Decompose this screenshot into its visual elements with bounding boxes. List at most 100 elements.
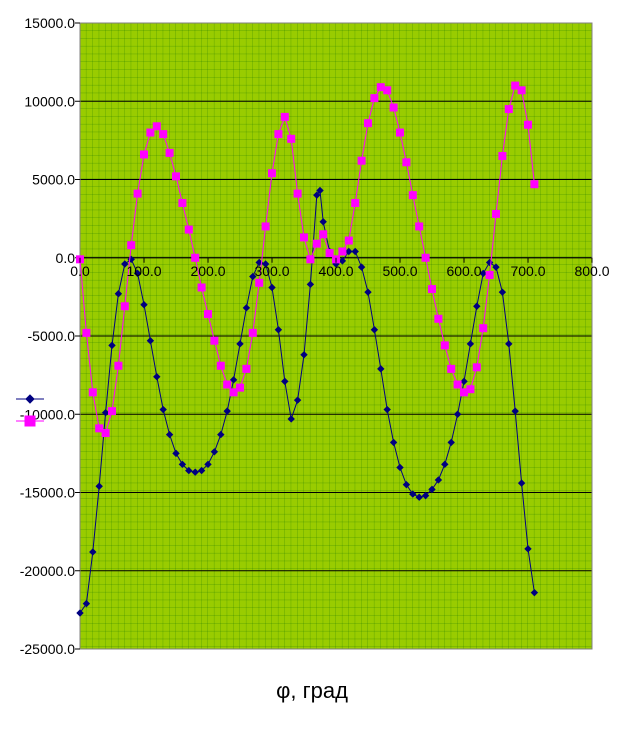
data-point <box>236 340 244 348</box>
x-tick-label: 200.0 <box>190 263 225 279</box>
data-point <box>236 383 244 392</box>
data-point <box>466 385 475 394</box>
data-point <box>82 328 91 337</box>
data-point <box>268 283 276 292</box>
data-point <box>325 249 334 258</box>
data-point <box>249 272 257 281</box>
data-point <box>184 225 193 234</box>
data-point <box>428 485 436 494</box>
data-point <box>492 263 500 271</box>
data-point <box>114 361 123 370</box>
data-point <box>281 377 289 386</box>
data-point <box>396 128 404 137</box>
data-point <box>216 361 225 370</box>
data-point <box>261 260 270 268</box>
data-point <box>223 380 232 389</box>
data-point <box>370 326 379 334</box>
data-point <box>223 407 231 415</box>
data-point <box>204 310 212 319</box>
data-point <box>479 269 487 278</box>
data-point <box>357 263 366 271</box>
data-point <box>441 460 449 469</box>
x-tick-label: 0.0 <box>70 263 90 279</box>
data-point <box>178 198 187 207</box>
data-point <box>178 460 187 469</box>
data-point <box>524 120 532 129</box>
data-point <box>492 209 500 218</box>
data-point <box>197 283 206 292</box>
data-point <box>402 480 411 489</box>
data-point <box>421 253 430 262</box>
data-point <box>255 278 264 287</box>
data-point <box>242 364 251 373</box>
data-point <box>287 415 295 423</box>
series-2 <box>76 81 539 438</box>
y-tick-label: 5000.0 <box>32 172 75 188</box>
data-point <box>338 247 347 256</box>
data-point <box>511 407 519 415</box>
data-point <box>319 230 328 239</box>
data-point <box>95 482 103 490</box>
data-point <box>82 599 91 608</box>
data-point <box>472 363 481 372</box>
data-point <box>159 130 168 139</box>
y-axis: 15000.010000.05000.00.0-5000.0-10000.0-1… <box>20 15 80 657</box>
data-point <box>396 463 404 472</box>
y-tick-label: -25000.0 <box>20 641 75 657</box>
data-point <box>165 430 174 439</box>
data-point <box>133 189 142 198</box>
data-point <box>351 198 360 207</box>
data-point <box>306 280 315 289</box>
data-point <box>210 336 219 345</box>
data-point <box>364 119 372 128</box>
data-point <box>485 270 494 279</box>
data-point <box>316 186 324 195</box>
data-point <box>377 365 385 373</box>
data-point <box>517 479 526 487</box>
x-tick-label: 800.0 <box>574 263 609 279</box>
data-point <box>133 269 142 278</box>
y-tick-label: 0.0 <box>56 250 76 266</box>
data-point <box>447 364 456 373</box>
data-point <box>140 300 148 309</box>
data-point <box>421 491 430 500</box>
data-point <box>300 233 308 242</box>
data-point <box>108 341 116 350</box>
data-point <box>185 466 193 475</box>
data-point <box>197 466 206 475</box>
data-point <box>409 490 417 498</box>
data-point <box>242 304 251 312</box>
x-tick-label: 700.0 <box>510 263 545 279</box>
x-tick-label: 100.0 <box>126 263 161 279</box>
data-point <box>389 103 398 112</box>
y-tick-label: 10000.0 <box>24 93 75 109</box>
data-point <box>319 218 327 226</box>
data-point <box>293 396 302 404</box>
data-point <box>408 191 417 200</box>
data-point <box>229 376 238 384</box>
y-tick-label: -5000.0 <box>28 328 76 344</box>
data-point <box>415 222 424 231</box>
data-point <box>191 468 199 476</box>
data-point <box>357 156 366 165</box>
data-point <box>121 260 129 268</box>
data-point <box>268 169 276 178</box>
data-point <box>172 449 180 458</box>
data-point <box>530 588 539 597</box>
data-point <box>345 247 353 256</box>
data-point <box>95 424 104 433</box>
data-point <box>383 86 392 95</box>
data-point <box>191 253 200 262</box>
data-point <box>453 380 462 389</box>
data-point <box>217 430 225 439</box>
data-point <box>428 285 436 294</box>
data-point <box>248 328 257 337</box>
x-tick-label: 600.0 <box>446 263 481 279</box>
data-point <box>89 548 97 556</box>
data-point <box>460 377 468 386</box>
data-point <box>370 94 379 103</box>
x-axis: 0.0 100.0 200.0 300.0 400.0 500.0 600.0 700.0 80… <box>70 257 610 279</box>
data-point <box>146 336 155 345</box>
x-axis-title: φ, град <box>276 678 348 703</box>
data-point <box>293 189 302 198</box>
